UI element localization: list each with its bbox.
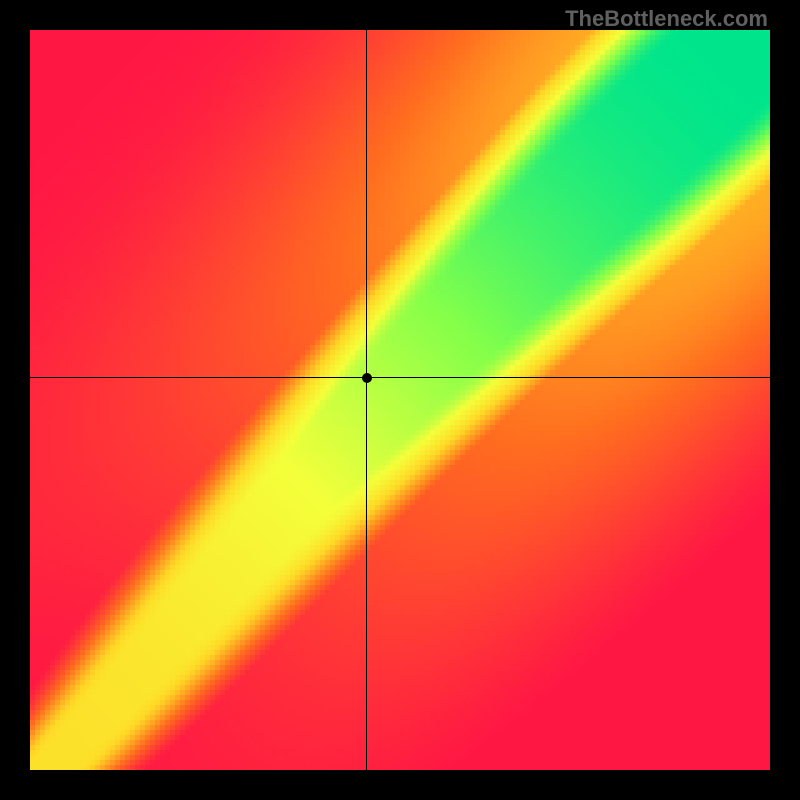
heatmap-plot — [30, 30, 770, 770]
crosshair-vertical — [366, 30, 367, 770]
crosshair-horizontal — [30, 377, 770, 378]
watermark-text: TheBottleneck.com — [565, 6, 768, 32]
crosshair-marker — [362, 373, 372, 383]
heatmap-canvas — [30, 30, 770, 770]
